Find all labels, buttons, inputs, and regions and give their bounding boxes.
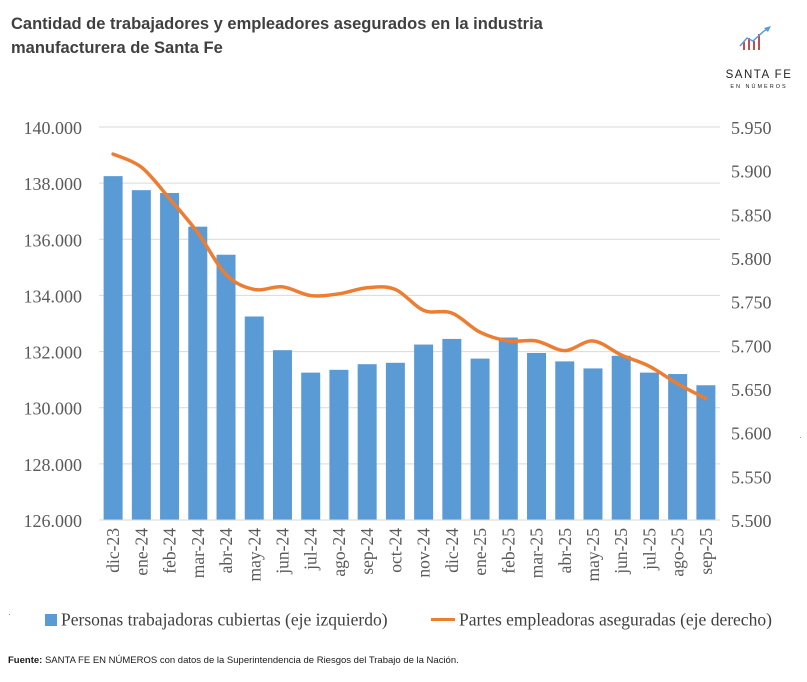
bar [442,338,462,520]
series-line-employers [111,152,708,401]
x-tick-label: oct-24 [385,528,405,573]
bar [639,372,659,520]
x-tick-label: dic-23 [103,528,123,573]
bar [470,358,490,520]
bar [611,355,631,520]
x-tick-label: feb-24 [160,528,180,574]
y-right-tick-label: 5.550 [731,467,772,487]
bar [301,372,321,520]
y-left-tick-label: 138.000 [24,174,83,194]
x-tick-label: abr-25 [555,528,575,574]
x-tick-label: sep-24 [357,528,377,575]
x-tick-label: ago-24 [329,528,349,577]
x-tick-label: jul-25 [639,528,659,571]
bar [272,350,292,520]
y-left-tick-label: 134.000 [24,286,83,306]
bar [216,254,236,520]
x-tick-label: jul-24 [301,528,321,571]
legend-item-workers: Personas trabajadoras cubiertas (eje izq… [45,608,388,634]
bar [498,337,518,520]
x-tick-label: mar-24 [188,528,208,578]
bar [527,352,547,520]
y-right-tick-label: 5.750 [731,293,772,313]
logo-main-text: SANTA FE [725,69,793,81]
y-left-tick-label: 128.000 [24,455,83,475]
bar [668,374,688,520]
bar [103,176,123,520]
x-tick-label: ene-24 [131,528,151,576]
santa-fe-en-numeros-logo: SANTA FE EN NÚMEROS [716,22,802,102]
y-right-tick-label: 5.650 [731,380,772,400]
bar [160,192,180,520]
bar [357,364,377,520]
bar [131,190,151,520]
bar [583,368,603,520]
bar [188,226,208,520]
legend-label-employers: Partes empleadoras aseguradas (eje derec… [459,609,772,630]
x-tick-label: ene-25 [470,528,490,576]
y-right-tick-label: 5.700 [731,336,772,356]
y-left-tick-label: 132.000 [24,343,83,363]
combo-chart: 126.000 128.000 130.000 132.000 134.000 136.0… [24,118,772,582]
x-tick-label: mar-25 [527,528,547,578]
x-tick-label: may-24 [244,528,264,582]
y-right-tick-label: 5.800 [731,249,772,269]
y-left-tick-label: 126.000 [24,511,83,531]
stray-dot [800,437,801,438]
bar [329,369,349,520]
source-text: SANTA FE EN NÚMEROS con datos de la Supe… [42,655,459,666]
y-right-tick-label: 5.900 [731,162,772,182]
y-left-tick-label: 140.000 [24,118,83,138]
legend-item-employers: Partes empleadoras aseguradas (eje derec… [431,608,772,634]
x-tick-label: jun-25 [611,528,631,575]
bar [555,361,575,520]
chart-title: Cantidad de trabajadores y empleadores a… [11,15,543,57]
x-tick-label: jun-24 [272,528,292,575]
x-tick-label: ago-25 [668,528,688,577]
x-tick-label: dic-24 [442,528,462,573]
bar [696,385,716,520]
stray-dot [9,614,10,615]
legend-bar-swatch [45,613,57,626]
source-label: Fuente: [8,655,43,666]
x-tick-label: nov-24 [414,528,434,578]
legend-label-workers: Personas trabajadoras cubiertas (eje izq… [61,609,388,630]
y-right-tick-label: 5.850 [731,205,772,225]
y-right-tick-label: 5.950 [731,118,772,138]
logo-chart-icon [739,26,771,50]
x-tick-label: feb-25 [498,528,518,574]
y-right-tick-label: 5.600 [731,424,772,444]
legend-line-swatch [431,618,455,622]
source-note: Fuente: SANTA FE EN NÚMEROS con datos de… [8,655,459,666]
y-right-tick-label: 5.500 [731,511,772,531]
bar [244,316,264,520]
y-left-tick-label: 136.000 [24,230,83,250]
x-tick-label: sep-25 [696,528,716,575]
bar [414,344,434,520]
x-tick-label: may-25 [583,528,603,582]
logo-sub-text: EN NÚMEROS [730,84,788,90]
bar [385,362,405,520]
y-left-tick-label: 130.000 [24,399,83,419]
x-tick-label: abr-24 [216,528,236,574]
